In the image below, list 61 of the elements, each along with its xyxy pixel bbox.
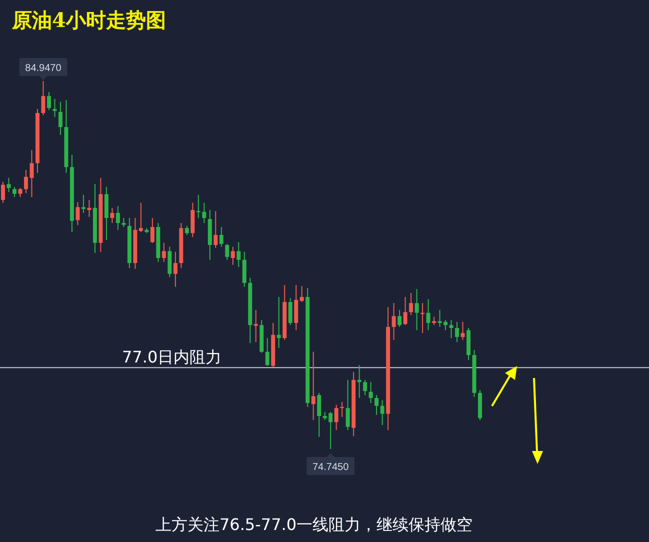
candlestick xyxy=(311,351,316,420)
candlestick xyxy=(449,320,454,339)
candlestick xyxy=(254,309,258,343)
candlestick xyxy=(46,92,51,111)
candlestick xyxy=(346,379,350,431)
candlestick xyxy=(1,181,5,204)
candlestick xyxy=(276,296,281,348)
candlestick xyxy=(426,298,430,331)
candlestick xyxy=(230,246,235,266)
text: 上方关注76.5-77.0一线阻力，继续保持做空 xyxy=(155,515,473,534)
candlestick xyxy=(173,251,178,288)
candlestick xyxy=(190,202,195,238)
candlestick xyxy=(219,226,224,248)
candlestick xyxy=(150,217,154,244)
candlestick xyxy=(81,194,86,214)
candlestick xyxy=(403,296,408,326)
candlestick xyxy=(242,251,246,288)
candlestick xyxy=(265,338,270,366)
candlestick xyxy=(58,101,62,136)
candlestick xyxy=(196,194,200,218)
candlestick xyxy=(374,394,379,416)
candlestick xyxy=(225,243,230,260)
candlestick xyxy=(168,246,172,278)
candlestick xyxy=(87,199,92,218)
candlestick xyxy=(357,364,362,398)
candlestick xyxy=(455,321,460,343)
candlestick xyxy=(76,202,80,226)
chart-title: 原油4小时走势图 xyxy=(11,8,166,32)
candlestick xyxy=(138,202,143,233)
candlestick xyxy=(12,186,16,198)
candlestick xyxy=(414,288,419,331)
candlestick xyxy=(368,382,373,404)
candlestick xyxy=(184,225,189,236)
candlestick xyxy=(334,404,338,431)
candlestick xyxy=(288,298,292,326)
candlestick xyxy=(340,401,344,418)
candlestick xyxy=(162,242,166,262)
candlestick xyxy=(104,186,108,240)
candlestick xyxy=(392,302,396,340)
candlestick xyxy=(52,98,57,118)
candlestick xyxy=(110,207,114,224)
candlestick xyxy=(420,302,425,334)
candlestick xyxy=(214,210,218,248)
candlestick xyxy=(409,292,414,316)
candlestick xyxy=(317,392,322,438)
candlestick xyxy=(202,202,206,224)
annotation: 74.7450 xyxy=(312,462,350,473)
candlestick xyxy=(460,321,465,340)
candlestick xyxy=(380,400,384,426)
annotation: 84.9470 xyxy=(25,63,62,74)
candlestick xyxy=(294,284,298,331)
candlestick xyxy=(363,379,368,396)
candlestick xyxy=(398,309,402,328)
candlestick xyxy=(300,286,304,303)
ref-line-label: 77.0日内阻力 xyxy=(122,348,222,367)
candlestick xyxy=(236,242,241,268)
candlestick xyxy=(6,177,11,192)
candlestick xyxy=(41,80,46,116)
candlestick xyxy=(18,188,22,198)
candlestick xyxy=(122,217,126,228)
candlestick xyxy=(116,206,120,230)
